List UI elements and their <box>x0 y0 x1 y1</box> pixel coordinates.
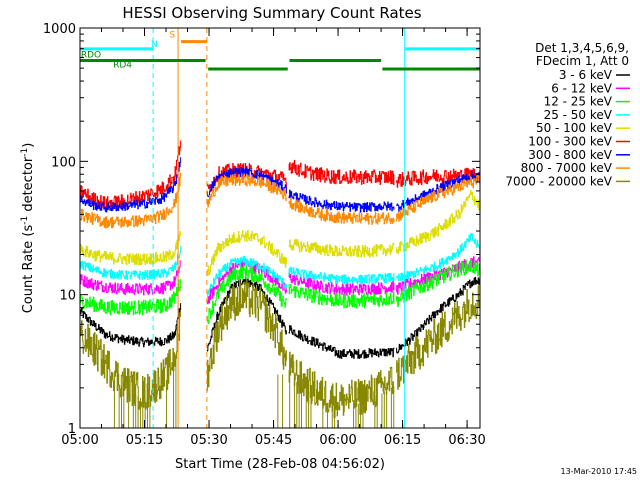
y-tick-label: 100 <box>51 155 76 170</box>
series-segment <box>396 277 480 354</box>
series-segment <box>80 231 182 266</box>
series-segment <box>288 325 395 359</box>
x-tick-label: 06:00 <box>319 433 356 448</box>
y-tick-label: 1 <box>68 422 76 437</box>
series-segment <box>396 256 480 295</box>
series-segment <box>396 190 480 255</box>
y-tick-label: 10 <box>59 289 76 304</box>
series-segment <box>206 264 287 324</box>
y-axis-label-part3: ) <box>21 143 36 148</box>
series-segment <box>80 312 182 410</box>
series-segment <box>206 255 287 299</box>
series-50-100keV-kev-line <box>80 190 480 276</box>
y-tick-label: 1000 <box>43 22 76 37</box>
series-segment <box>288 266 395 285</box>
x-tick-label: 05:00 <box>61 433 98 448</box>
series-segment <box>288 197 395 225</box>
series-25-50keV-kev-line <box>80 233 480 299</box>
series-segment <box>206 230 287 276</box>
series-segment <box>206 173 287 208</box>
legend-label: 100 - 300 keV <box>528 135 612 149</box>
series-segment <box>80 279 182 316</box>
series-segment <box>288 284 395 309</box>
series-segment <box>80 260 182 296</box>
series-segment <box>206 280 287 392</box>
legend-label: 25 - 50 keV <box>544 108 613 122</box>
series-segment <box>396 175 480 222</box>
y-axis-label-part1: Count Rate (s <box>21 225 36 314</box>
y-axis-label-sup2: -1 <box>20 148 30 157</box>
legend-label: 50 - 100 keV <box>536 121 613 135</box>
chart-title: HESSI Observing Summary Count Rates <box>122 4 421 22</box>
y-axis: 1 10 100 1000 <box>43 22 480 437</box>
series-7000-20000keV-kev-line <box>80 280 480 428</box>
series-segment <box>396 233 480 282</box>
timestamp: 13-Mar-2010 17:45 <box>561 467 638 476</box>
legend-header-line-2: FDecim 1, Att 0 <box>536 54 629 68</box>
series-segment <box>80 157 182 213</box>
x-axis-label: Start Time (28-Feb-08 04:56:02) <box>175 457 385 472</box>
legend-label: 6 - 12 keV <box>551 81 613 95</box>
status-label: RD4 <box>113 61 132 71</box>
dropout-marks <box>113 353 395 428</box>
legend-label: 12 - 25 keV <box>544 95 613 109</box>
x-axis: 05:00 05:15 05:30 05:45 06:00 06:15 06:30 <box>61 28 486 448</box>
series-segment <box>396 285 480 390</box>
plot-area: N S RDO RD4 <box>80 28 480 428</box>
legend-label: 800 - 7000 keV <box>521 161 613 175</box>
series-segment <box>80 172 182 229</box>
x-tick-label: 05:45 <box>255 433 292 448</box>
status-label: S <box>169 30 175 40</box>
legend-label: 7000 - 20000 keV <box>505 174 612 188</box>
y-axis-label-sup1: -1 <box>20 216 30 225</box>
series-segment <box>396 259 480 308</box>
series-3-6keV-kev-line <box>80 276 480 359</box>
x-tick-label: 06:30 <box>448 433 485 448</box>
series-segment <box>80 303 182 348</box>
series-segment <box>288 159 395 185</box>
legend-header-line-1: Det 1,3,4,5,6,9, <box>535 41 629 55</box>
y-axis-label-part2: detector <box>21 156 36 216</box>
legend-label: 3 - 6 keV <box>559 68 613 82</box>
status-label: RDO <box>81 51 101 61</box>
legend: Det 1,3,4,5,6,9, FDecim 1, Att 0 3 - 6 k… <box>505 41 630 188</box>
legend-label: 300 - 800 keV <box>528 148 612 162</box>
series-segment <box>288 238 395 258</box>
series-800-7000keV-kev-line <box>80 172 480 229</box>
y-axis-label: Count Rate (s-1 detector-1) <box>20 143 36 314</box>
series-segment <box>80 140 182 211</box>
x-tick-label: 05:30 <box>190 433 227 448</box>
series-segment <box>288 189 395 213</box>
plot-frame <box>79 27 481 429</box>
status-label: N <box>151 40 158 50</box>
series-12-25keV-kev-line <box>80 259 480 324</box>
series-segment <box>288 272 395 296</box>
x-tick-label: 05:15 <box>126 433 163 448</box>
x-tick-label: 06:15 <box>384 433 421 448</box>
series-segment <box>80 245 182 280</box>
series-segment <box>396 167 480 188</box>
